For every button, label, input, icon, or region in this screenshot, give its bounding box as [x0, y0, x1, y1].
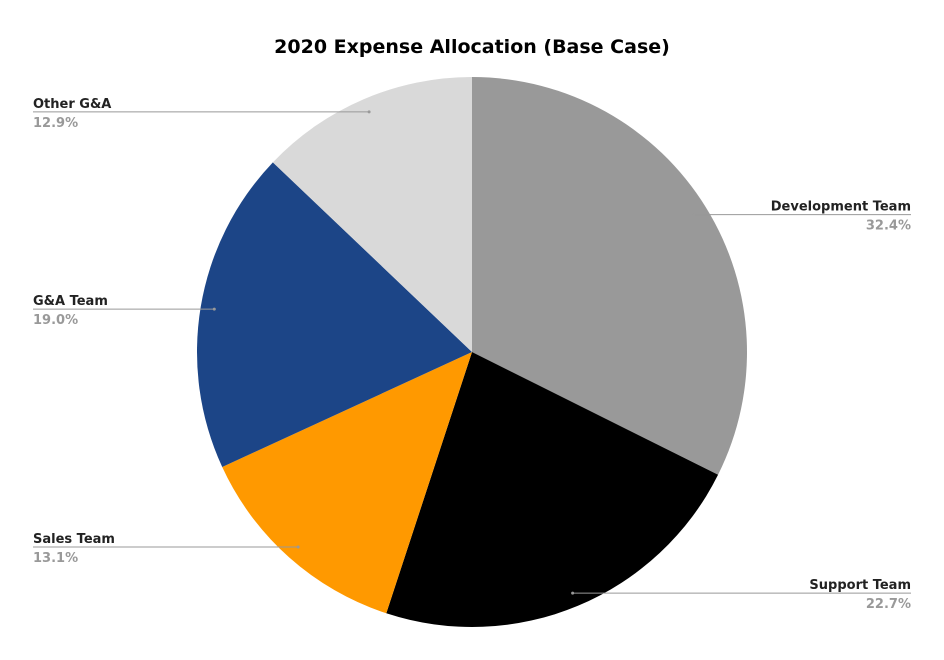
- leader-dot: [367, 110, 371, 114]
- slice-value: 13.1%: [33, 551, 78, 566]
- chart-title: 2020 Expense Allocation (Base Case): [274, 36, 670, 58]
- pie-slice: [222, 352, 472, 614]
- slice-value: 22.7%: [866, 597, 911, 612]
- leader-dot: [296, 545, 300, 549]
- leader-dot: [212, 307, 216, 311]
- pie-slice: [472, 77, 747, 475]
- slice-label: Support Team: [809, 578, 911, 593]
- pie-slice: [386, 352, 719, 627]
- slice-value: 32.4%: [866, 219, 911, 234]
- leader-dot: [571, 591, 575, 595]
- slice-label: Other G&A: [33, 97, 111, 112]
- slice-label: Sales Team: [33, 532, 115, 547]
- pie-slice: [272, 76, 472, 352]
- slice-value: 19.0%: [33, 313, 78, 328]
- pie-slice: [196, 162, 472, 468]
- slice-label: Development Team: [771, 200, 911, 215]
- slice-label: G&A Team: [33, 294, 108, 309]
- leader-dot: [692, 213, 696, 217]
- slice-value: 12.9%: [33, 116, 78, 131]
